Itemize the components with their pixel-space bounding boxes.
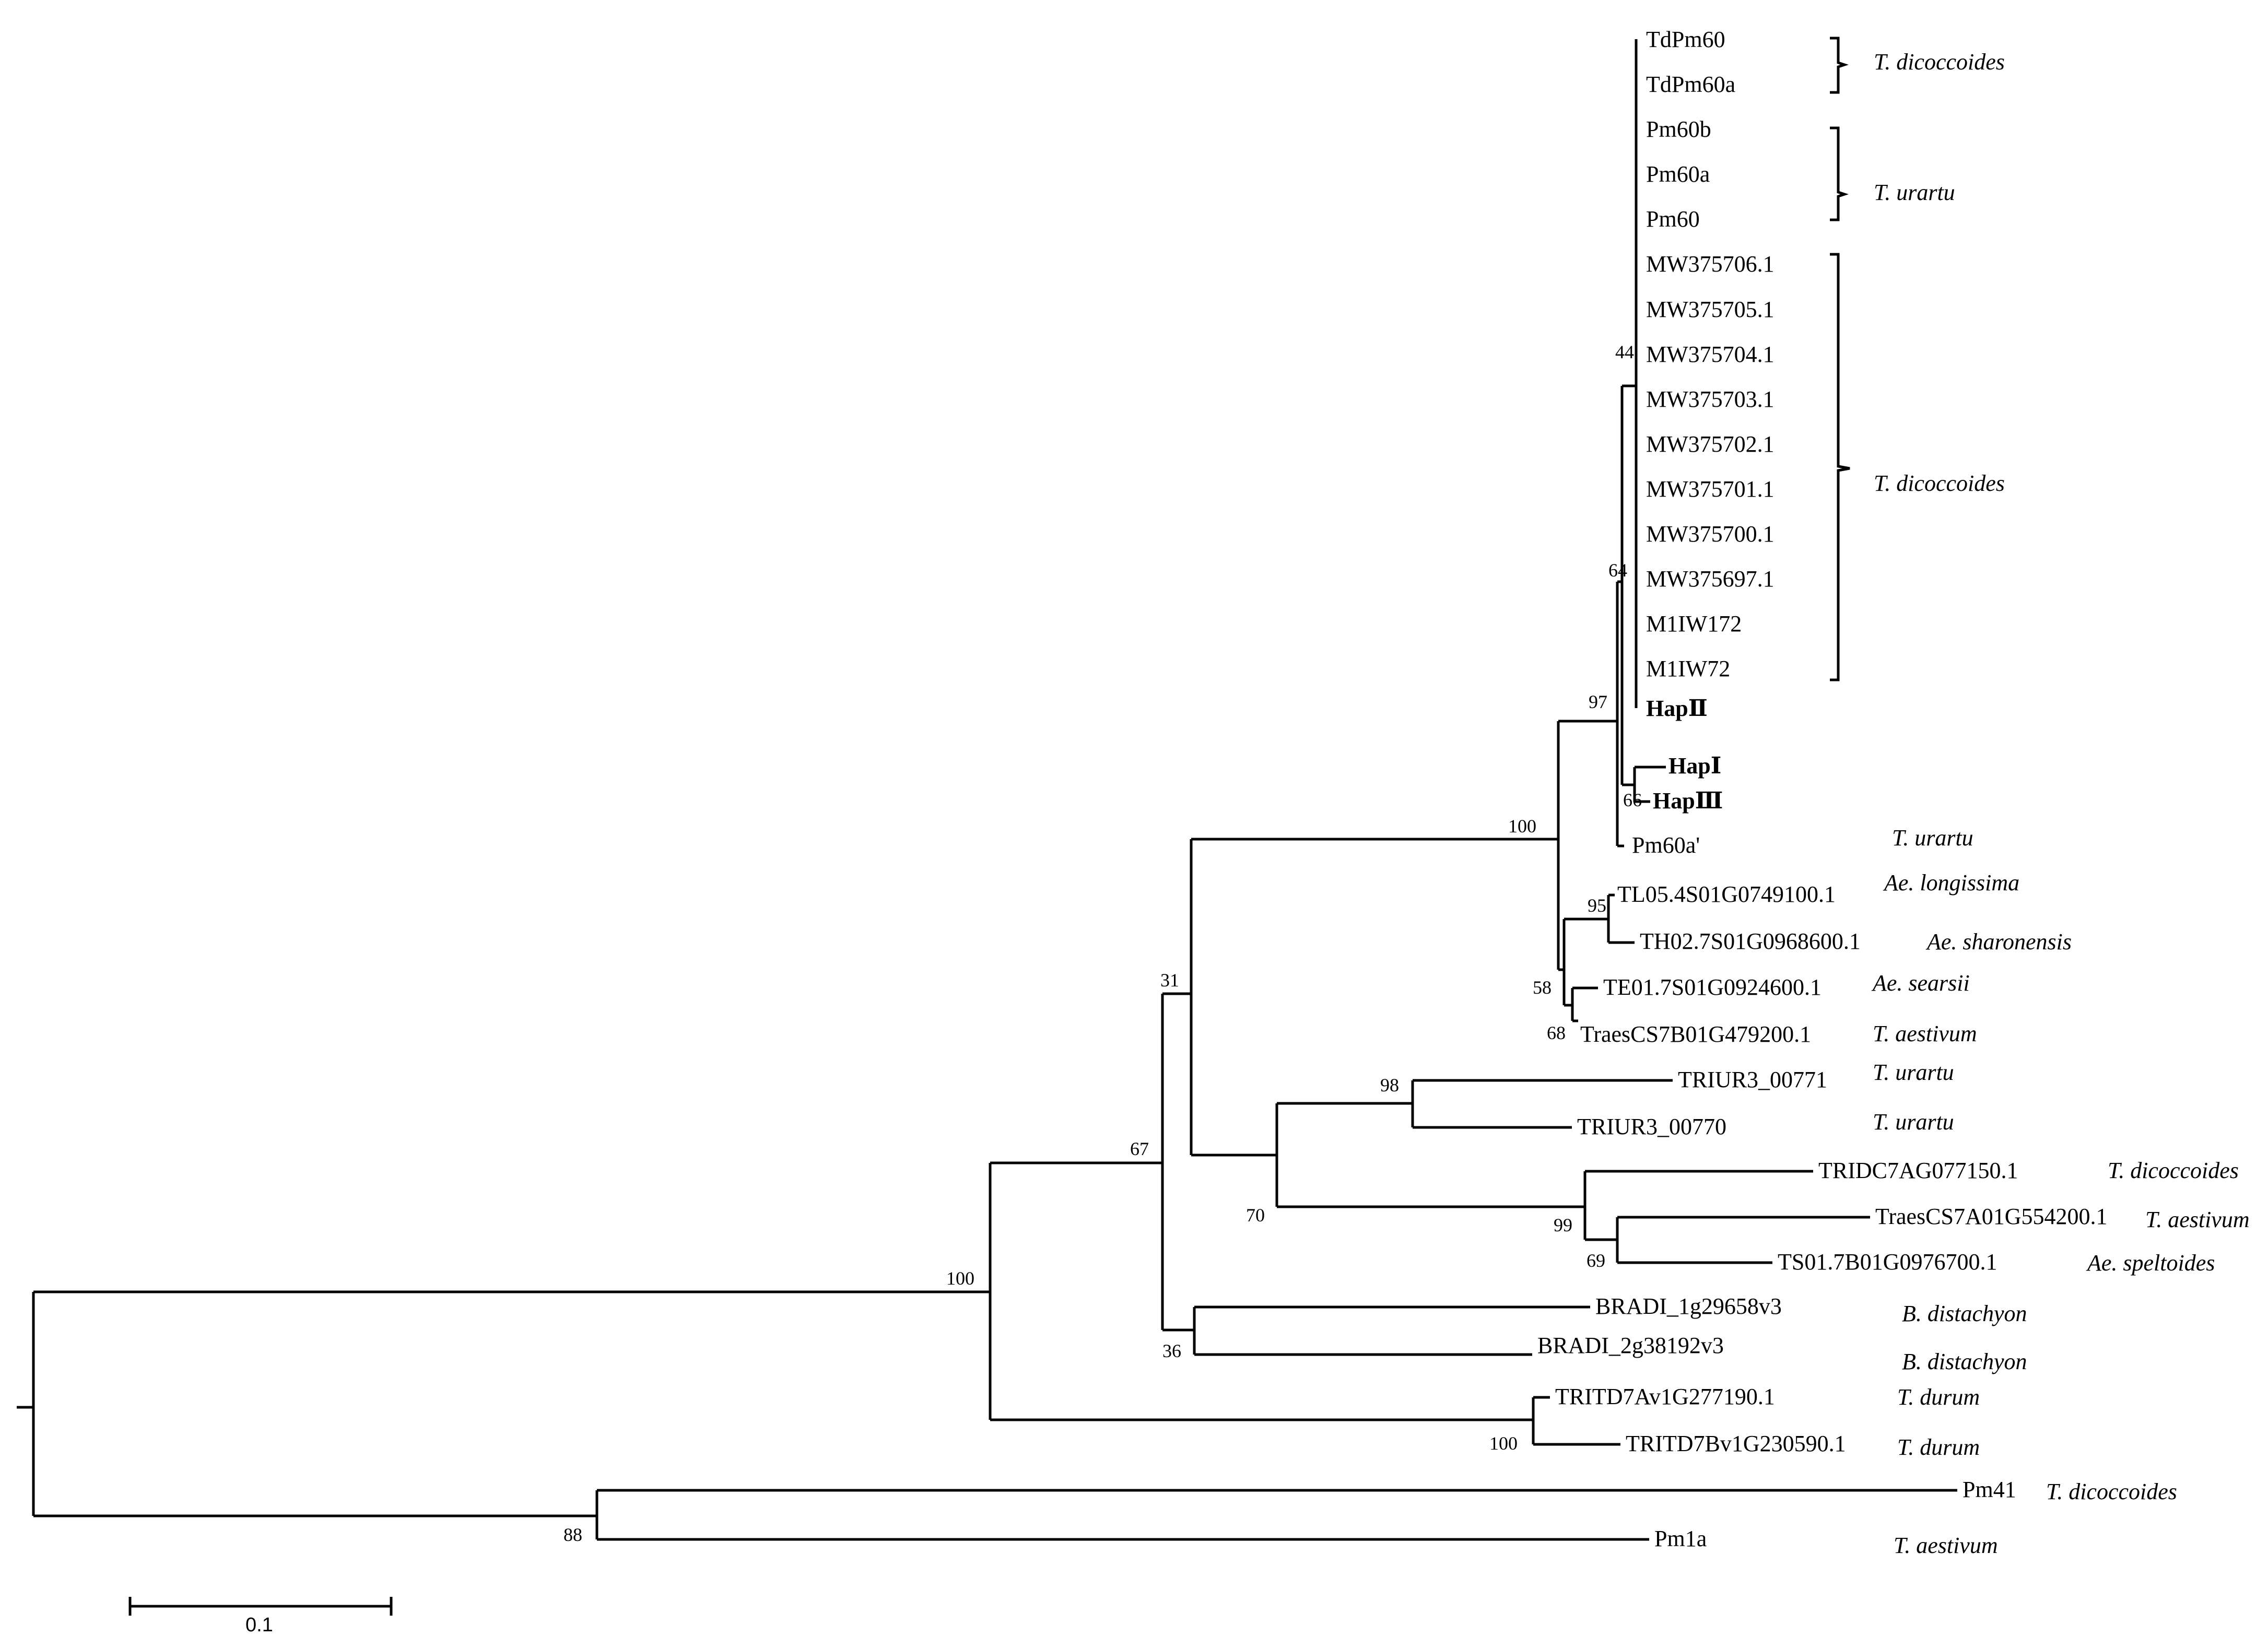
bootstrap-value: 99 xyxy=(1554,1215,1572,1235)
taxon-label: TE01.7S01G0924600.1 xyxy=(1603,974,1822,1000)
species-label: T. urartu xyxy=(1874,180,1955,205)
taxon-label: TRITD7Bv1G230590.1 xyxy=(1626,1431,1846,1456)
taxon-label: TRITD7Av1G277190.1 xyxy=(1555,1384,1775,1409)
bracket-mw375 xyxy=(1830,253,1850,681)
bootstrap-value: 58 xyxy=(1533,977,1552,998)
taxon-label: MW375705.1 xyxy=(1646,297,1775,322)
taxon-label: TdPm60 xyxy=(1646,27,1725,52)
taxon-label: M1IW72 xyxy=(1646,656,1730,681)
bootstrap-value: 68 xyxy=(1547,1022,1566,1043)
bracket-pm60 xyxy=(1830,126,1849,221)
bootstrap-value: 88 xyxy=(563,1524,582,1545)
taxon-label: TS01.7B01G0976700.1 xyxy=(1778,1249,1997,1275)
taxon-label: TRIUR3_00770 xyxy=(1577,1114,1726,1139)
bracket-tdpm60 xyxy=(1830,37,1849,94)
taxon-label: MW375704.1 xyxy=(1646,342,1775,367)
taxon-label: Pm60 xyxy=(1646,206,1700,232)
taxon-label: MW375700.1 xyxy=(1646,521,1775,547)
bootstrap-value: 66 xyxy=(1623,790,1642,810)
taxon-label: Pm41 xyxy=(1963,1477,2016,1502)
bootstrap-value: 98 xyxy=(1380,1075,1399,1096)
taxon-label: Pm60a' xyxy=(1632,832,1700,858)
taxon-label: Pm60a xyxy=(1646,161,1710,187)
bootstrap-value: 95 xyxy=(1588,895,1606,916)
species-label: T. urartu xyxy=(1892,825,1973,851)
taxon-label: TdPm60a xyxy=(1646,72,1735,97)
bootstrap-values: 44 64 97 66 100 95 58 68 31 98 67 70 99 … xyxy=(563,342,1642,1545)
species-label: T. dicoccoides xyxy=(1874,470,2005,496)
taxon-label: TH02.7S01G0968600.1 xyxy=(1640,928,1861,954)
taxon-label: Pm1a xyxy=(1654,1526,1707,1551)
taxon-label: TRIDC7AG077150.1 xyxy=(1818,1158,2018,1183)
taxon-label: BRADI_2g38192v3 xyxy=(1537,1333,1724,1358)
species-labels: T. dicoccoides T. urartu T. dicoccoides … xyxy=(1871,49,2250,1558)
taxon-label: MW375706.1 xyxy=(1646,251,1775,277)
species-label: T. aestivum xyxy=(1894,1533,1998,1558)
tree-branches xyxy=(17,39,1957,1541)
bootstrap-value: 70 xyxy=(1246,1205,1265,1226)
species-label: T. urartu xyxy=(1873,1060,1954,1085)
species-label: T. durum xyxy=(1897,1384,1980,1410)
species-label: Ae. speltoides xyxy=(2086,1250,2215,1276)
species-label: T. dicoccoides xyxy=(2046,1479,2177,1504)
bootstrap-value: 69 xyxy=(1587,1250,1605,1271)
species-label: Ae. searsii xyxy=(1871,970,1970,996)
bootstrap-value: 100 xyxy=(1508,816,1536,837)
taxon-label: MW375697.1 xyxy=(1646,566,1775,592)
tip-labels: TdPm60 TdPm60a Pm60b Pm60a Pm60 MW375706… xyxy=(1537,27,2108,1551)
taxon-label: TRIUR3_00771 xyxy=(1678,1067,1827,1092)
taxon-label: TraesCS7B01G479200.1 xyxy=(1580,1021,1811,1047)
taxon-label-hap-3: HapⅢ xyxy=(1653,788,1723,814)
bootstrap-value: 44 xyxy=(1615,342,1634,362)
taxon-label: MW375701.1 xyxy=(1646,476,1775,502)
bootstrap-value: 100 xyxy=(1489,1433,1518,1454)
scale-bar-label: 0.1 xyxy=(245,1614,273,1636)
species-label: T. aestivum xyxy=(1873,1021,1977,1046)
taxon-label-hap-1: HapⅠ xyxy=(1668,753,1721,779)
species-label: Ae. sharonensis xyxy=(1925,929,2072,955)
bootstrap-value: 36 xyxy=(1162,1340,1181,1361)
taxon-label-hap-2: HapⅡ xyxy=(1646,696,1708,721)
species-label: T. dicoccoides xyxy=(2108,1158,2239,1183)
taxon-label: MW375702.1 xyxy=(1646,431,1775,457)
species-label: T. urartu xyxy=(1873,1109,1954,1135)
taxon-label: TL05.4S01G0749100.1 xyxy=(1617,881,1836,907)
bootstrap-value: 67 xyxy=(1130,1138,1149,1159)
bootstrap-value: 97 xyxy=(1589,691,1607,712)
bootstrap-value: 64 xyxy=(1608,560,1627,581)
species-label: T. aestivum xyxy=(2145,1207,2250,1232)
bootstrap-value: 100 xyxy=(946,1268,974,1289)
species-label: B. distachyon xyxy=(1902,1301,2027,1326)
taxon-label: TraesCS7A01G554200.1 xyxy=(1875,1204,2108,1229)
species-label: T. durum xyxy=(1897,1434,1980,1460)
scale-bar: 0.1 xyxy=(128,1597,393,1636)
taxon-label: Pm60b xyxy=(1646,116,1711,142)
species-label: Ae. longissima xyxy=(1883,870,2019,896)
species-label: B. distachyon xyxy=(1902,1349,2027,1374)
taxon-label: M1IW172 xyxy=(1646,611,1742,637)
taxon-label: BRADI_1g29658v3 xyxy=(1595,1293,1782,1319)
bootstrap-value: 31 xyxy=(1160,970,1179,991)
taxon-label: MW375703.1 xyxy=(1646,386,1775,412)
species-label: T. dicoccoides xyxy=(1874,49,2005,75)
clade-brackets xyxy=(1830,37,1850,681)
